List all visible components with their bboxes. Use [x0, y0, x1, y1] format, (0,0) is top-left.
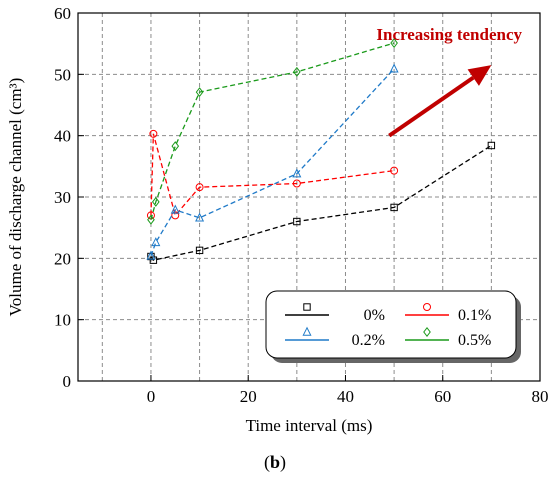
- point-marker: [292, 179, 301, 188]
- annotation-label: Increasing tendency: [376, 25, 522, 44]
- y-tick-label: 50: [54, 65, 71, 84]
- point-marker: [146, 250, 156, 260]
- series-05-group: [147, 38, 398, 225]
- series-line: [150, 133, 395, 217]
- y-tick-label: 20: [54, 249, 71, 268]
- point-marker: [390, 166, 399, 175]
- point-marker: [195, 212, 205, 222]
- x-tick-label: 60: [434, 387, 451, 406]
- point-marker: [487, 141, 496, 150]
- series-02-group: [146, 63, 399, 260]
- y-tick-label: 60: [54, 4, 71, 23]
- caption-close: ): [280, 452, 286, 472]
- legend-entry: 0.5%: [405, 326, 491, 349]
- y-tick-label: 10: [54, 311, 71, 330]
- point-marker: [147, 214, 155, 225]
- annotation-arrow-shaft: [388, 75, 475, 138]
- legend-box: [265, 290, 517, 359]
- annotation-arrow-head: [467, 65, 492, 86]
- point-marker: [171, 211, 180, 220]
- x-tick-label: 0: [147, 387, 156, 406]
- y-tick-label: 40: [54, 127, 71, 146]
- series-01-group: [146, 129, 399, 220]
- series-layer: [146, 38, 496, 264]
- legend-entry: 0.2%: [285, 326, 385, 349]
- axes: 0 20 40 60 80 0 10 20 30 40 50 60: [54, 4, 549, 406]
- point-marker: [390, 38, 398, 49]
- point-marker: [293, 66, 301, 77]
- series-line: [150, 144, 492, 261]
- x-tick-label: 80: [532, 387, 549, 406]
- point-marker: [303, 303, 311, 311]
- point-marker: [390, 203, 398, 212]
- point-marker: [195, 183, 204, 192]
- point-marker: [389, 63, 399, 73]
- point-marker: [171, 141, 180, 152]
- point-marker: [195, 87, 204, 98]
- grid: [78, 13, 540, 381]
- point-marker: [170, 204, 180, 214]
- point-marker: [293, 217, 301, 226]
- legend-label: 0%: [364, 307, 385, 324]
- x-tick-label: 20: [240, 387, 257, 406]
- figure-caption: (b): [0, 452, 550, 473]
- point-marker: [292, 168, 302, 178]
- point-marker: [423, 326, 431, 338]
- point-marker: [195, 246, 204, 255]
- point-marker: [149, 129, 158, 138]
- annotation: Increasing tendency: [376, 25, 522, 138]
- legend-label: 0.1%: [458, 307, 491, 324]
- caption-label: b: [269, 452, 280, 472]
- y-axis-title: Volume of discharge channel (cm³): [6, 78, 25, 317]
- point-marker: [151, 237, 161, 247]
- legend-entry: 0.1%: [405, 303, 491, 324]
- y-tick-label: 0: [63, 372, 72, 391]
- y-tick-label: 30: [54, 188, 71, 207]
- series-line: [150, 42, 395, 220]
- point-marker: [151, 196, 160, 207]
- legend-entry: 0%: [285, 303, 385, 324]
- legend-label: 0.2%: [352, 332, 385, 349]
- x-tick-label: 40: [337, 387, 354, 406]
- legend: 0% 0.1% 0.2% 0.5%: [265, 290, 521, 363]
- point-marker: [302, 326, 312, 336]
- x-axis-title: Time interval (ms): [246, 416, 373, 435]
- series-line: [150, 68, 395, 257]
- point-marker: [423, 303, 431, 311]
- legend-label: 0.5%: [458, 332, 491, 349]
- chart: 0 20 40 60 80 0 10 20 30 40 50 60 Increasing tenden…: [6, 4, 549, 435]
- caption-open: (: [263, 452, 270, 472]
